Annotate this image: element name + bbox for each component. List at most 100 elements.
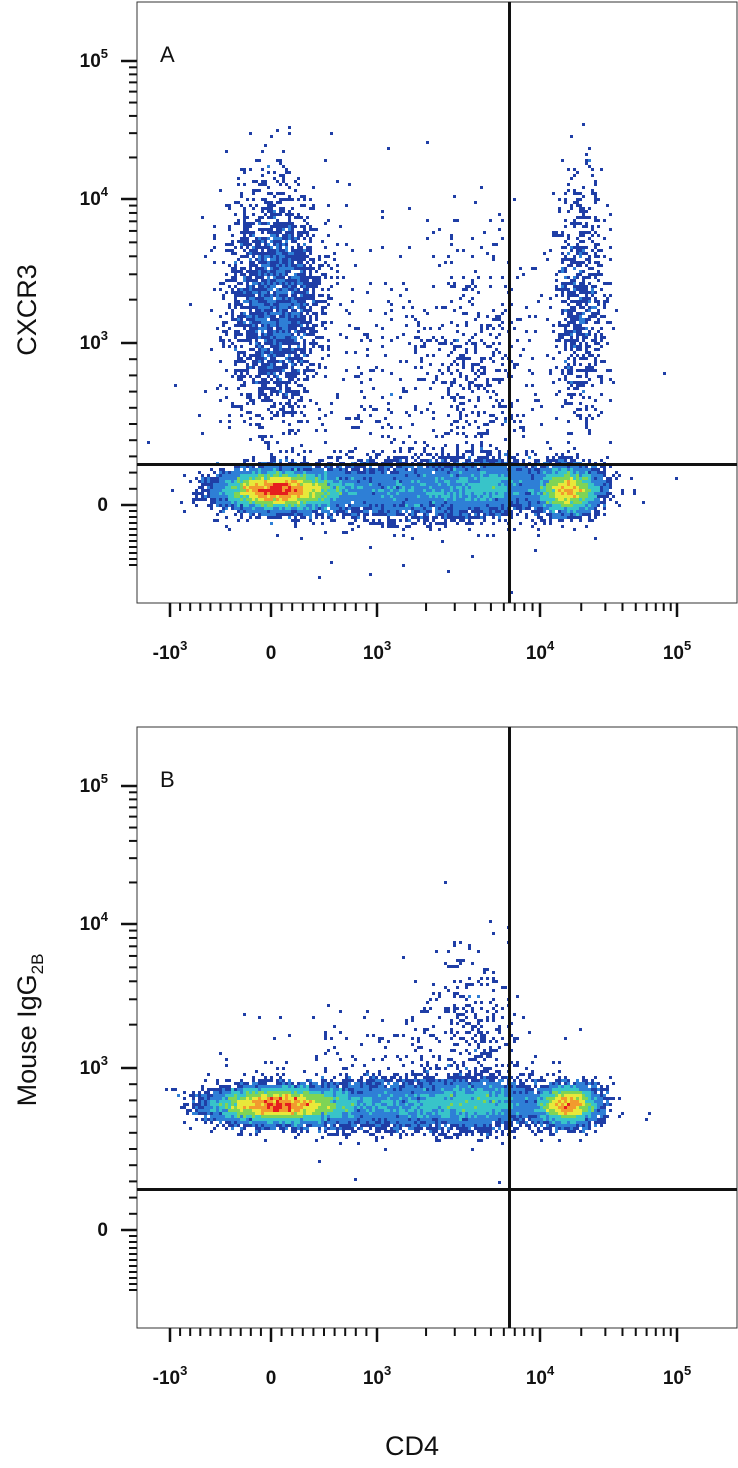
density-cell (585, 348, 588, 351)
density-cell (519, 501, 522, 504)
density-cell (309, 246, 312, 249)
density-cell (273, 498, 276, 501)
density-cell (225, 495, 228, 498)
density-cell (558, 471, 561, 474)
density-cell (447, 504, 450, 507)
density-cell (435, 522, 438, 525)
density-cell (270, 270, 273, 273)
density-cell (567, 474, 570, 477)
density-cell (270, 207, 273, 210)
density-cell (423, 522, 426, 525)
density-cell (585, 246, 588, 249)
density-cell (600, 345, 603, 348)
density-cell (339, 303, 342, 306)
density-cell (345, 243, 348, 246)
density-cell (417, 498, 420, 501)
density-cell (354, 504, 357, 507)
density-cell (459, 456, 462, 459)
density-cell (354, 501, 357, 504)
density-cell (441, 498, 444, 501)
density-cell (249, 285, 252, 288)
density-cell (291, 459, 294, 462)
density-cell (279, 501, 282, 504)
density-cell (381, 369, 384, 372)
density-cell (309, 252, 312, 255)
density-cell (459, 489, 462, 492)
density-cell (549, 510, 552, 513)
density-cell (576, 324, 579, 327)
density-cell (555, 471, 558, 474)
density-cell (489, 450, 492, 453)
density-cell (282, 405, 285, 408)
density-cell (429, 339, 432, 342)
density-cell (318, 504, 321, 507)
density-cell (549, 297, 552, 300)
density-cell (231, 309, 234, 312)
density-cell (363, 483, 366, 486)
density-cell (234, 369, 237, 372)
density-cell (570, 306, 573, 309)
density-cell (243, 171, 246, 174)
density-cell (285, 357, 288, 360)
density-cell (387, 525, 390, 528)
density-cell (285, 498, 288, 501)
density-cell (309, 264, 312, 267)
density-cell (255, 237, 258, 240)
density-cell (255, 342, 258, 345)
density-cell (258, 219, 261, 222)
density-cell (465, 321, 468, 324)
density-cell (366, 453, 369, 456)
density-cell (291, 480, 294, 483)
density-cell (513, 483, 516, 486)
density-cell (609, 258, 612, 261)
density-cell (438, 495, 441, 498)
density-cell (246, 231, 249, 234)
density-cell (243, 321, 246, 324)
density-cell (228, 249, 231, 252)
density-cell (201, 216, 204, 219)
density-cell (231, 270, 234, 273)
density-cell (423, 519, 426, 522)
density-cell (273, 330, 276, 333)
density-cell (564, 378, 567, 381)
density-cell (366, 336, 369, 339)
density-cell (585, 342, 588, 345)
density-cell (327, 219, 330, 222)
density-cell (372, 369, 375, 372)
density-cell (492, 483, 495, 486)
density-cell (399, 468, 402, 471)
density-cell (264, 228, 267, 231)
density-cell (393, 495, 396, 498)
density-cell (297, 249, 300, 252)
density-cell (276, 279, 279, 282)
density-cell (588, 231, 591, 234)
density-cell (246, 465, 249, 468)
density-cell (213, 477, 216, 480)
density-cell (516, 513, 519, 516)
density-cell (447, 495, 450, 498)
density-cell (306, 492, 309, 495)
density-cell (579, 477, 582, 480)
density-cell (402, 474, 405, 477)
density-cell (420, 411, 423, 414)
density-cell (267, 399, 270, 402)
density-cell (285, 321, 288, 324)
density-cell (393, 477, 396, 480)
density-cell (441, 363, 444, 366)
density-cell (519, 474, 522, 477)
density-cell (219, 498, 222, 501)
density-cell (597, 477, 600, 480)
density-cell (459, 417, 462, 420)
density-cell (273, 225, 276, 228)
density-cell (306, 234, 309, 237)
density-cell (306, 468, 309, 471)
density-cell (342, 480, 345, 483)
density-cell (282, 288, 285, 291)
density-cell (534, 483, 537, 486)
density-cell (567, 234, 570, 237)
density-cell (597, 414, 600, 417)
density-cell (426, 525, 429, 528)
density-cell (267, 348, 270, 351)
density-cell (258, 414, 261, 417)
density-cell (264, 342, 267, 345)
